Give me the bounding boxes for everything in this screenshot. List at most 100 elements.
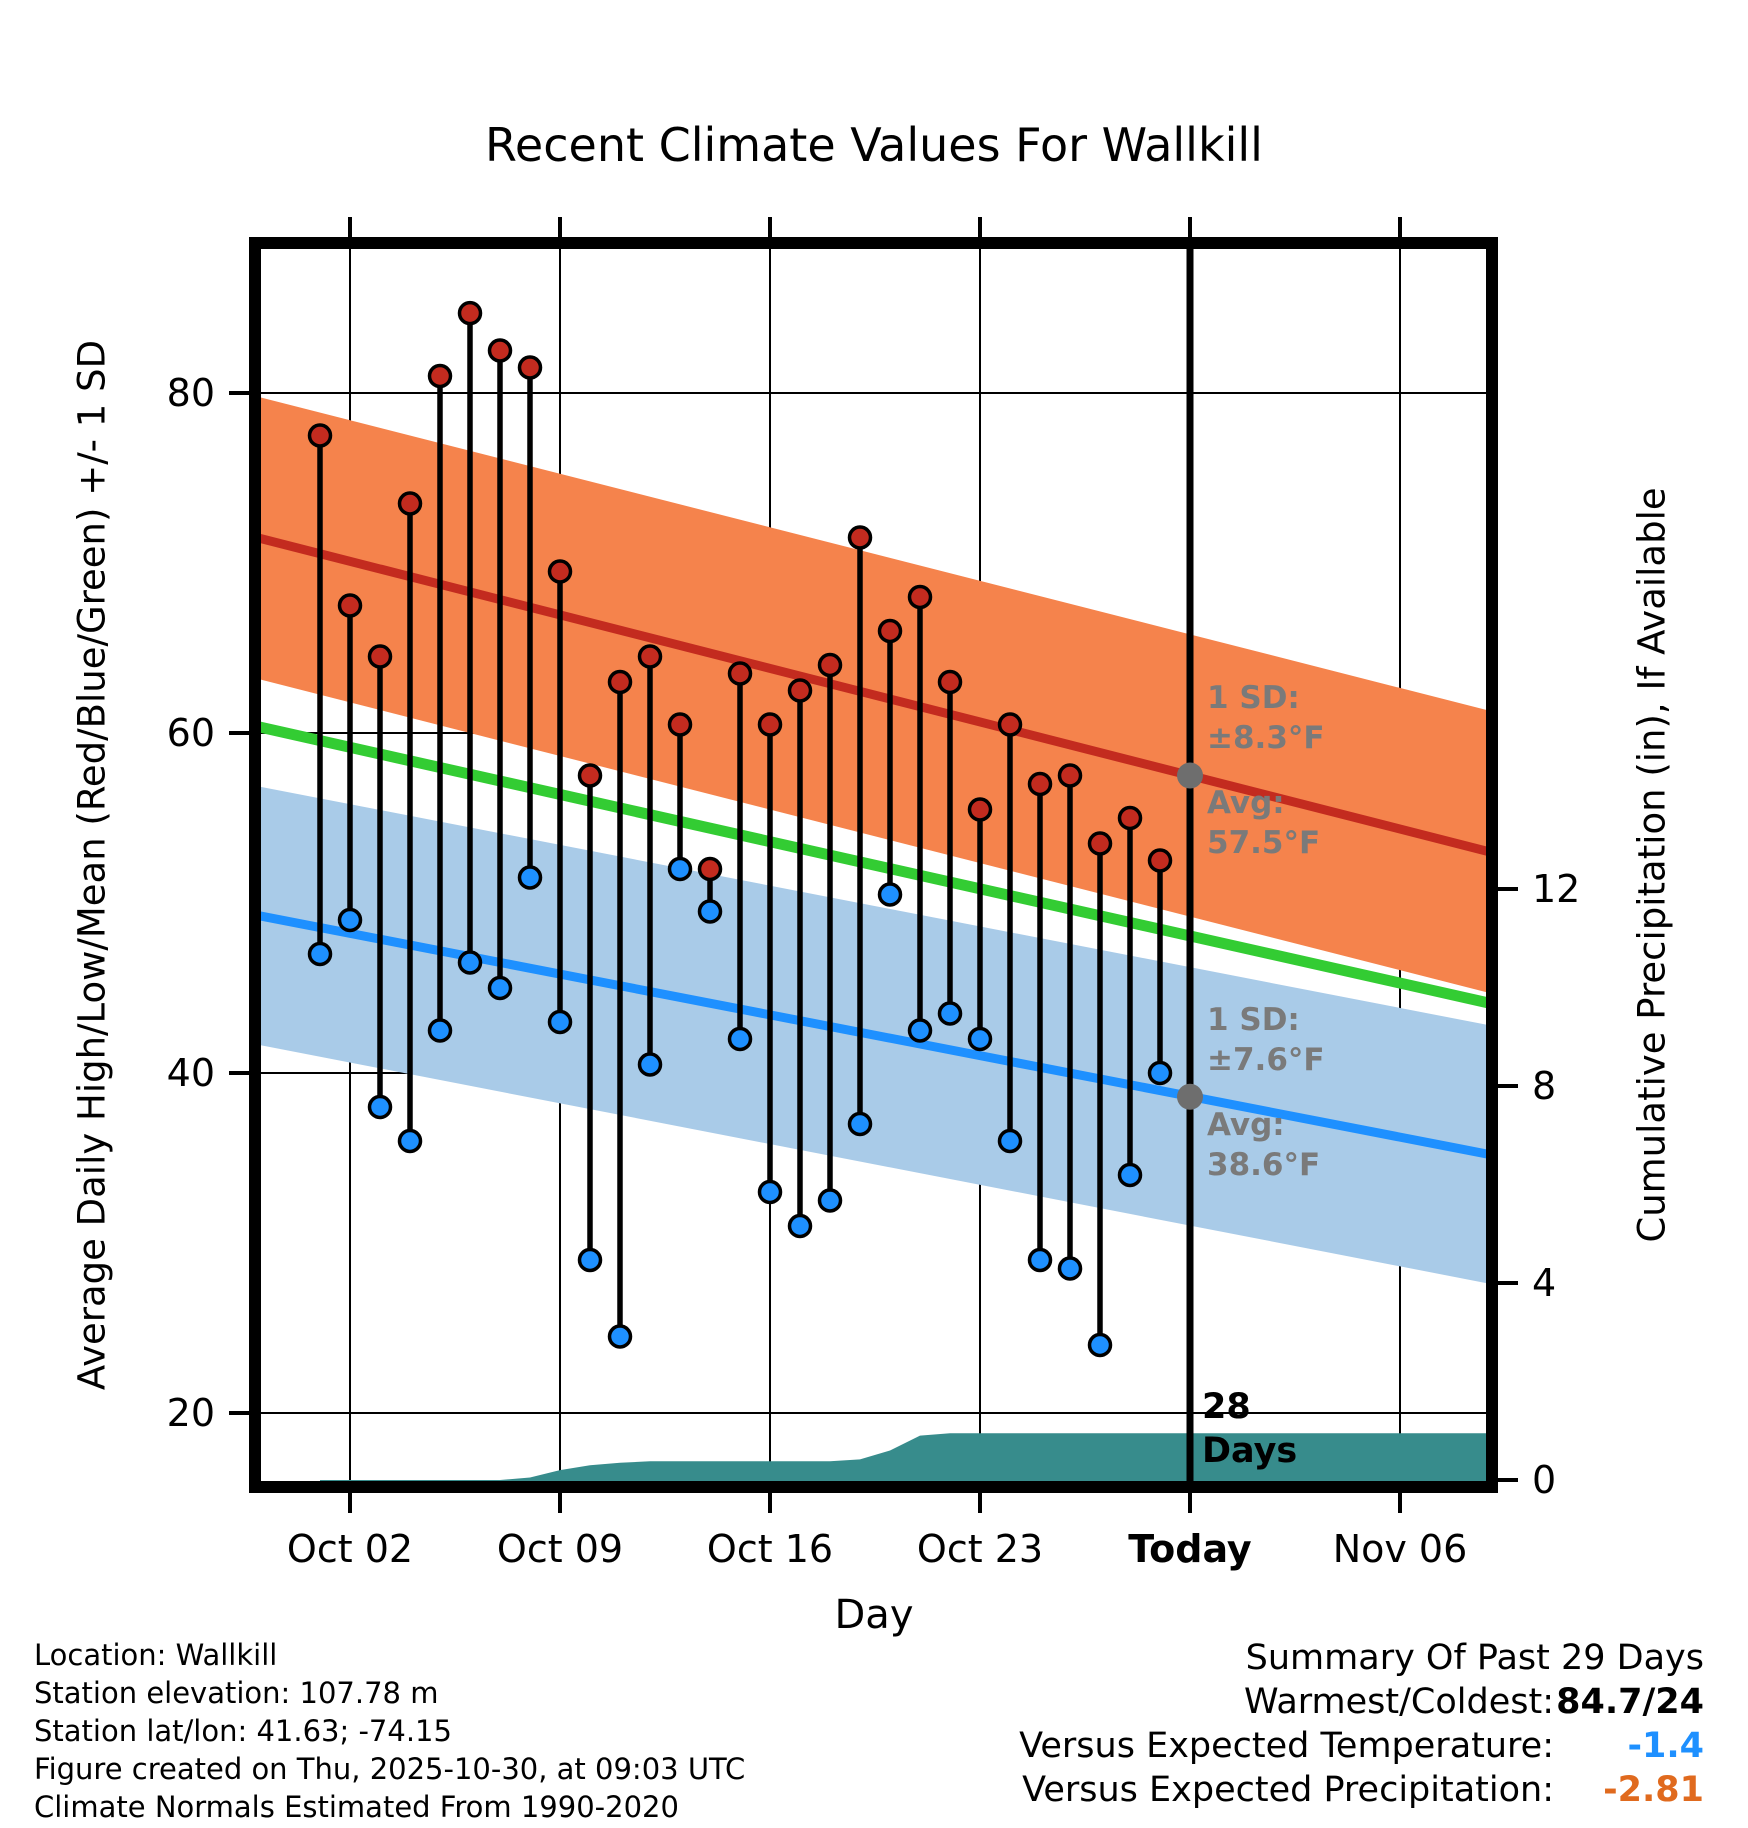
plot-frame [249, 237, 1498, 1493]
station-elevation: Station elevation: 107.78 m [34, 1676, 439, 1710]
daily-high-dot [757, 712, 783, 737]
summary-title: Summary Of Past 29 Days [1245, 1638, 1704, 1678]
low-avg-marker [1177, 1083, 1203, 1110]
daily-low-dot [727, 1026, 753, 1052]
daily-low-dot [997, 1128, 1023, 1154]
x-tick-label: Oct 16 [707, 1527, 833, 1571]
summary-value: -2.81 [1603, 1770, 1704, 1810]
high-avg-label: Avg: [1207, 784, 1285, 821]
daily-low-dot [577, 1247, 603, 1273]
daily-low-dot [517, 865, 543, 890]
daily-high-dot [457, 300, 483, 326]
daily-low-dot [1087, 1332, 1113, 1358]
daily-high-dot [877, 618, 903, 644]
x-tick-label: Nov 06 [1333, 1527, 1468, 1571]
daily-high-dot [967, 797, 993, 822]
summary-label: Warmest/Coldest: [1243, 1682, 1554, 1722]
daily-high-dot [997, 712, 1023, 737]
daily-low-dot [667, 856, 693, 882]
daily-low-dot [637, 1052, 663, 1077]
chart-title: Recent Climate Values For Wallkill [485, 118, 1263, 172]
daily-high-dot [517, 355, 543, 380]
days-word: Days [1202, 1430, 1298, 1471]
figure-created: Figure created on Thu, 2025-10-30, at 09… [34, 1752, 746, 1786]
station-latlon: Station lat/lon: 41.63; -74.15 [34, 1714, 452, 1748]
daily-high-dot [667, 712, 693, 737]
daily-high-dot [727, 661, 753, 686]
daily-high-dot [937, 669, 963, 695]
high-avg-marker [1177, 762, 1203, 789]
daily-high-dot [577, 763, 603, 788]
daily-low-dot [427, 1018, 453, 1043]
left-tick-label: 20 [167, 1391, 215, 1435]
daily-low-dot [487, 975, 513, 1001]
daily-low-dot [937, 1001, 963, 1026]
daily-high-dot [367, 644, 393, 669]
daily-high-dot [907, 584, 933, 610]
daily-high-dot [637, 644, 663, 669]
daily-high-dot [307, 423, 333, 448]
daily-low-dot [847, 1111, 873, 1137]
summary-value: 84.7/24 [1556, 1682, 1704, 1722]
daily-high-dot [787, 678, 813, 703]
daily-high-dot [697, 856, 723, 882]
daily-low-dot [307, 941, 333, 967]
daily-low-dot [457, 950, 483, 975]
right-tick-label: 0 [1532, 1458, 1556, 1502]
daily-high-dot [397, 491, 423, 516]
summary-label: Versus Expected Precipitation: [1022, 1770, 1554, 1810]
low-normals-annotation: 1 SD: ±7.6°F Avg: 38.6°F [1207, 1000, 1325, 1185]
left-tick-label: 80 [167, 371, 215, 415]
station-info: Location: Wallkill Station elevation: 10… [34, 1636, 745, 1826]
daily-high-dot [1087, 831, 1113, 856]
climate-normals-note: Climate Normals Estimated From 1990-2020 [34, 1790, 679, 1824]
daily-high-dot [607, 669, 633, 695]
summary-row-vs-precipitation: Versus Expected Precipitation: -2.81 [1019, 1768, 1704, 1812]
left-tick-label: 40 [167, 1051, 215, 1095]
low-avg-label: Avg: [1207, 1106, 1285, 1143]
daily-low-dot [817, 1188, 843, 1213]
high-normals-annotation: 1 SD: ±8.3°F Avg: 57.5°F [1207, 678, 1325, 863]
right-tick-label: 8 [1532, 1064, 1556, 1108]
daily-high-dot [487, 338, 513, 363]
daily-low-dot [547, 1009, 573, 1035]
summary-value: -1.4 [1627, 1726, 1704, 1766]
days-count-annotation: 28 Days [1202, 1386, 1297, 1474]
daily-high-dot [817, 652, 843, 678]
daily-high-dot [337, 593, 363, 618]
x-tick-label: Oct 02 [287, 1527, 413, 1571]
daily-low-dot [877, 882, 903, 907]
x-tick-label: Oct 09 [497, 1527, 623, 1571]
summary-row-vs-temperature: Versus Expected Temperature: -1.4 [1019, 1724, 1704, 1768]
left-tick-label: 60 [167, 711, 215, 755]
daily-low-dot [697, 899, 723, 924]
daily-low-dot [1027, 1247, 1053, 1273]
high-sd-value: ±8.3°F [1207, 720, 1325, 757]
daily-high-dot [1057, 763, 1083, 788]
daily-low-dot [337, 907, 363, 933]
low-sd-value: ±7.6°F [1207, 1042, 1325, 1079]
daily-high-dot [1117, 805, 1143, 831]
daily-high-dot [547, 559, 573, 584]
mean-normal-line [253, 720, 1494, 1010]
daily-low-dot [607, 1324, 633, 1349]
summary-label: Versus Expected Temperature: [1019, 1726, 1554, 1766]
daily-low-dot [1147, 1060, 1173, 1086]
daily-low-dot [1117, 1162, 1143, 1188]
x-tick-label: Today [1128, 1527, 1252, 1571]
daily-low-dot [397, 1128, 423, 1154]
high-normal-line [253, 532, 1494, 857]
daily-low-dot [787, 1213, 813, 1239]
daily-high-dot [1147, 848, 1173, 873]
right-tick-label: 12 [1532, 867, 1580, 911]
daily-low-dot [967, 1026, 993, 1052]
precip-area [320, 1433, 1492, 1487]
summary-panel: Summary Of Past 29 Days Warmest/Coldest:… [1019, 1636, 1704, 1812]
daily-low-dot [907, 1018, 933, 1043]
x-tick-label: Oct 23 [917, 1527, 1043, 1571]
high-sd-label: 1 SD: [1207, 680, 1300, 716]
days-count: 28 [1202, 1387, 1251, 1427]
daily-high-dot [847, 525, 873, 550]
